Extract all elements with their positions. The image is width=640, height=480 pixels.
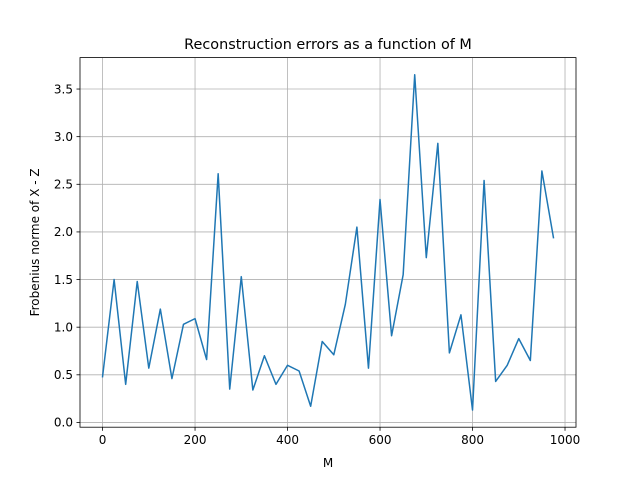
y-tick-label: 3.5 (54, 82, 73, 96)
y-tick-label: 2.5 (54, 178, 73, 192)
x-tick-label: 400 (276, 433, 299, 447)
line-layer (101, 74, 555, 411)
y-tick-label: 3.0 (54, 130, 73, 144)
x-tick-label: 1000 (550, 433, 581, 447)
x-axis-title: M (323, 456, 333, 470)
y-axis-title: Frobenius norme of X - Z (28, 168, 42, 316)
x-tick-label: 0 (99, 433, 107, 447)
x-tick-label: 600 (369, 433, 392, 447)
x-tick-label: 200 (184, 433, 207, 447)
grid-layer (80, 57, 576, 428)
plot-frame (79, 57, 577, 428)
y-tick-label: 1.5 (54, 273, 73, 287)
y-tick-label: 0.5 (54, 368, 73, 382)
chart-title: Reconstruction errors as a function of M (184, 37, 472, 53)
ticks-layer: 0 200 400 600 800 1000 0.0 0.5 1.0 1.5 2.0 2.5 3.0 3.… (54, 82, 580, 447)
y-tick-label: 2.0 (54, 225, 73, 239)
y-tick-label: 1.0 (54, 320, 73, 334)
x-tick-label: 800 (461, 433, 484, 447)
y-tick-label: 0.0 (54, 416, 73, 430)
series-line (101, 74, 555, 411)
